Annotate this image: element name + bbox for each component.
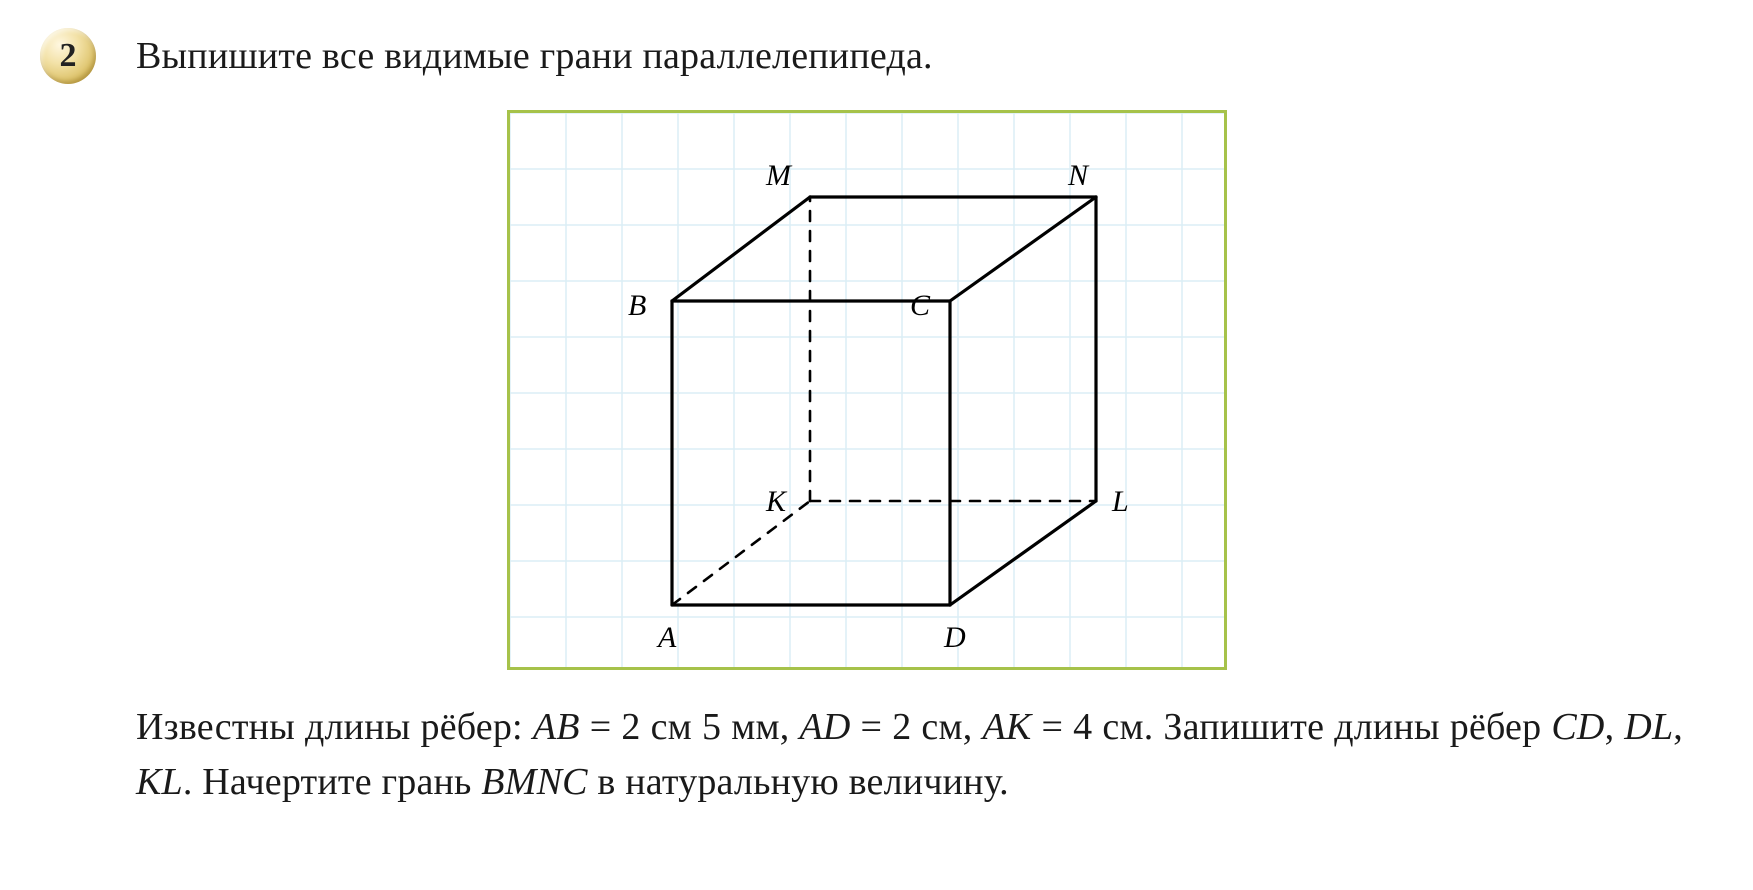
edge-AD: AD: [799, 706, 850, 748]
edge-KL: KL: [136, 761, 183, 803]
val-AK: = 4 см. Запишите длины рёбер: [1031, 706, 1551, 748]
after-kl: . Начертите грань: [183, 761, 481, 803]
figure-solid: A D B C K L M N: [510, 113, 1227, 670]
svg-text:A: A: [656, 621, 677, 654]
svg-text:N: N: [1067, 159, 1090, 192]
body-prefix: Известны длины рёбер:: [136, 706, 533, 748]
figure-panel: A D B C K L M N: [507, 110, 1227, 670]
svg-text:K: K: [765, 485, 788, 518]
edge-AB: AB: [533, 706, 580, 748]
question-title: Выпишите все видимые грани параллелепипе…: [136, 34, 933, 78]
body-tail: в натуральную величину.: [588, 761, 1009, 803]
face-BMNC: BMNC: [481, 761, 587, 803]
svg-text:M: M: [765, 159, 793, 192]
svg-text:D: D: [943, 621, 966, 654]
question-number-badge: 2: [40, 28, 96, 84]
svg-text:L: L: [1111, 485, 1129, 518]
val-AB: = 2 см 5 мм,: [580, 706, 800, 748]
edge-DL: DL: [1624, 706, 1673, 748]
svg-text:C: C: [910, 289, 931, 322]
edge-CD: CD: [1551, 706, 1604, 748]
question-header: 2 Выпишите все видимые грани параллелепи…: [40, 28, 1693, 84]
svg-text:B: B: [628, 289, 646, 322]
body-text: Известны длины рёбер: AB = 2 см 5 мм, AD…: [40, 700, 1693, 810]
question-number: 2: [60, 37, 77, 75]
edge-AK: AK: [982, 706, 1031, 748]
sep1: ,: [1605, 706, 1625, 748]
page: 2 Выпишите все видимые грани параллелепи…: [0, 0, 1753, 890]
val-AD: = 2 см,: [851, 706, 983, 748]
figure-container: A D B C K L M N: [40, 110, 1693, 670]
sep2: ,: [1673, 706, 1683, 748]
